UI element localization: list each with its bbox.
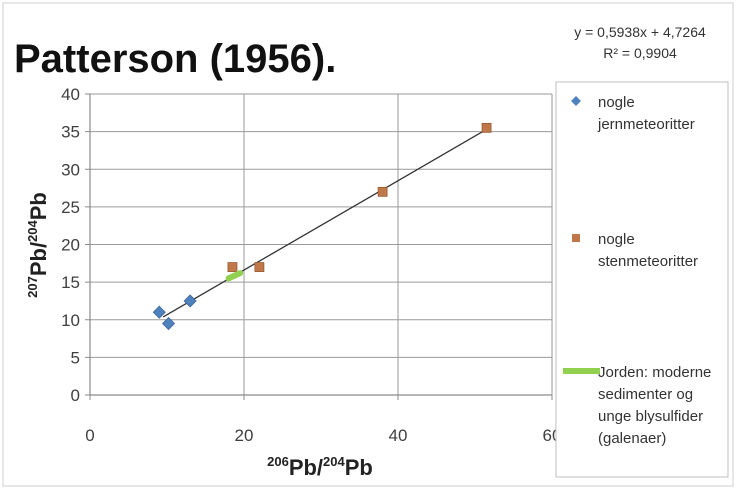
y-tick-label: 5: [71, 348, 80, 367]
x-tick-label: 0: [85, 426, 94, 445]
data-point-stenmeteorit: [227, 262, 238, 272]
x-tick-label: 40: [389, 426, 408, 445]
legend-label: nogle: [598, 94, 635, 111]
data-point-stenmeteorit: [377, 186, 388, 197]
legend-label: nogle: [598, 231, 635, 248]
y-tick-label: 40: [61, 85, 80, 104]
legend-box: [555, 81, 729, 478]
y-tick-label: 20: [61, 236, 80, 255]
y-tick-labels: 0 5 10 15 20 25 30 35 40: [61, 85, 80, 405]
y-tick-label: 35: [61, 123, 80, 142]
y-tick-label: 25: [61, 198, 80, 217]
y-label-sup2: 204: [25, 219, 40, 241]
data-point-jernmeteorit: [152, 305, 166, 319]
data-points: [152, 122, 492, 331]
legend-label: (galenaer): [598, 430, 666, 447]
x-tick-label: 20: [235, 426, 254, 445]
legend-label: stenmeteoritter: [598, 253, 698, 270]
y-tick-label: 30: [61, 160, 80, 179]
data-point-jernmeteorit: [161, 316, 176, 331]
plot-axes: [85, 93, 553, 400]
legend-label: sedimenter og: [598, 386, 693, 403]
y-tick-label: 10: [61, 311, 80, 330]
x-label-base2: Pb: [345, 455, 373, 480]
x-label-sup2: 204: [323, 454, 345, 469]
x-axis-label: 206Pb/204Pb: [267, 454, 373, 480]
legend-label: Jorden: moderne: [598, 364, 711, 381]
x-label-base1: Pb/: [289, 455, 323, 480]
data-point-stenmeteorit: [254, 262, 265, 272]
x-label-sup1: 206: [267, 454, 289, 469]
y-tick-label: 15: [61, 273, 80, 292]
trendline-layer: [162, 128, 487, 318]
y-axis-label: 207Pb/204Pb: [25, 192, 51, 298]
data-point-stenmeteorit: [481, 122, 492, 133]
y-label-base1: Pb/: [26, 242, 51, 276]
data-point-jorden: [225, 270, 244, 282]
y-label-base2: Pb: [26, 192, 51, 220]
legend: nogle jernmeteoritter nogle stenmeteoritter…: [555, 81, 729, 478]
trendline-r-squared: R² = 0,9904: [603, 45, 677, 61]
legend-label: jernmeteoritter: [597, 116, 695, 133]
y-label-sup1: 207: [25, 276, 40, 298]
trendline-equation: y = 0,5938x + 4,7264: [574, 24, 706, 40]
trendline: [162, 128, 487, 318]
legend-marker-stenmeteoritter: [572, 234, 580, 242]
data-point-jernmeteorit: [183, 294, 197, 308]
chart-title: Patterson (1956).: [14, 37, 336, 81]
legend-label: unge blysulfider: [598, 408, 703, 425]
y-tick-label: 0: [71, 386, 80, 405]
legend-marker-jernmeteoritter: [571, 96, 581, 106]
